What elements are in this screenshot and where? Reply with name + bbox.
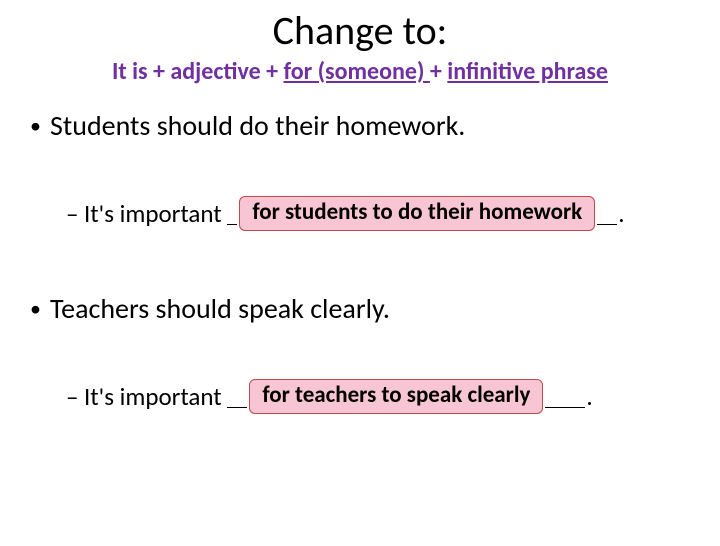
blank-underline (545, 381, 585, 409)
subtitle-part1: It is + adjective + (112, 57, 283, 86)
bullet-item: • Students should do their homework. (28, 108, 692, 144)
blank-underline (227, 381, 247, 409)
slide-title: Change to: (0, 6, 720, 55)
blank-underline (597, 198, 617, 226)
period: . (586, 381, 592, 412)
bullet-item: • Teachers should speak clearly. (28, 291, 692, 327)
blank-underline (227, 198, 237, 226)
subtitle-part2: + (430, 57, 447, 86)
prompt-text: Teachers should speak clearly. (50, 291, 390, 326)
lead-text: It's important (84, 381, 227, 412)
answer-box: for teachers to speak clearly (249, 379, 543, 414)
prompt-text: Students should do their homework. (50, 108, 465, 143)
subtitle-underline2: infinitive phrase (447, 57, 608, 86)
slide-subtitle: It is + adjective + for (someone) + infi… (0, 57, 720, 86)
subtitle-underline1: for (someone) (283, 57, 429, 86)
bullet-dot-icon: • (28, 108, 50, 144)
lead-text: It's important (84, 198, 227, 229)
answer-box: for students to do their homework (239, 196, 595, 231)
content-area: • Students should do their homework. – I… (0, 108, 720, 414)
dash-icon: – (66, 381, 84, 412)
answer-row: – It's important for students to do thei… (66, 196, 692, 231)
dash-icon: – (66, 198, 84, 229)
answer-row: – It's important for teachers to speak c… (66, 379, 692, 414)
period: . (618, 198, 624, 229)
bullet-dot-icon: • (28, 291, 50, 327)
